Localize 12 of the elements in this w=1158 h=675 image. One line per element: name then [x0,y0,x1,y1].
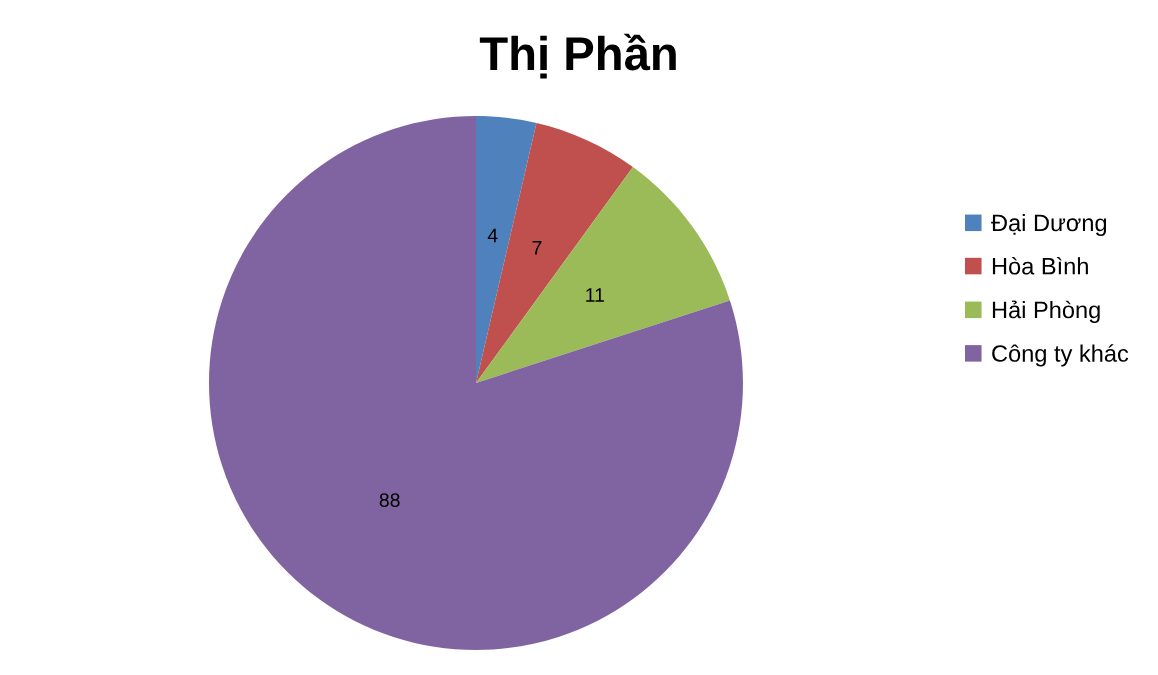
legend-label: Đại Dương [991,213,1107,236]
chart-title: Thị Phần [479,33,676,79]
pie-slice [476,122,633,383]
data-label: 4 [487,228,498,243]
pie-slice [209,116,743,650]
legend-label: Hải Phòng [992,300,1100,323]
data-label: 88 [379,493,400,508]
legend-label: Công ty khác [992,344,1129,367]
data-label: 7 [532,241,542,255]
data-label: 11 [586,288,604,302]
legend-label: Hòa Bình [992,256,1088,275]
pie-slice [476,166,730,383]
